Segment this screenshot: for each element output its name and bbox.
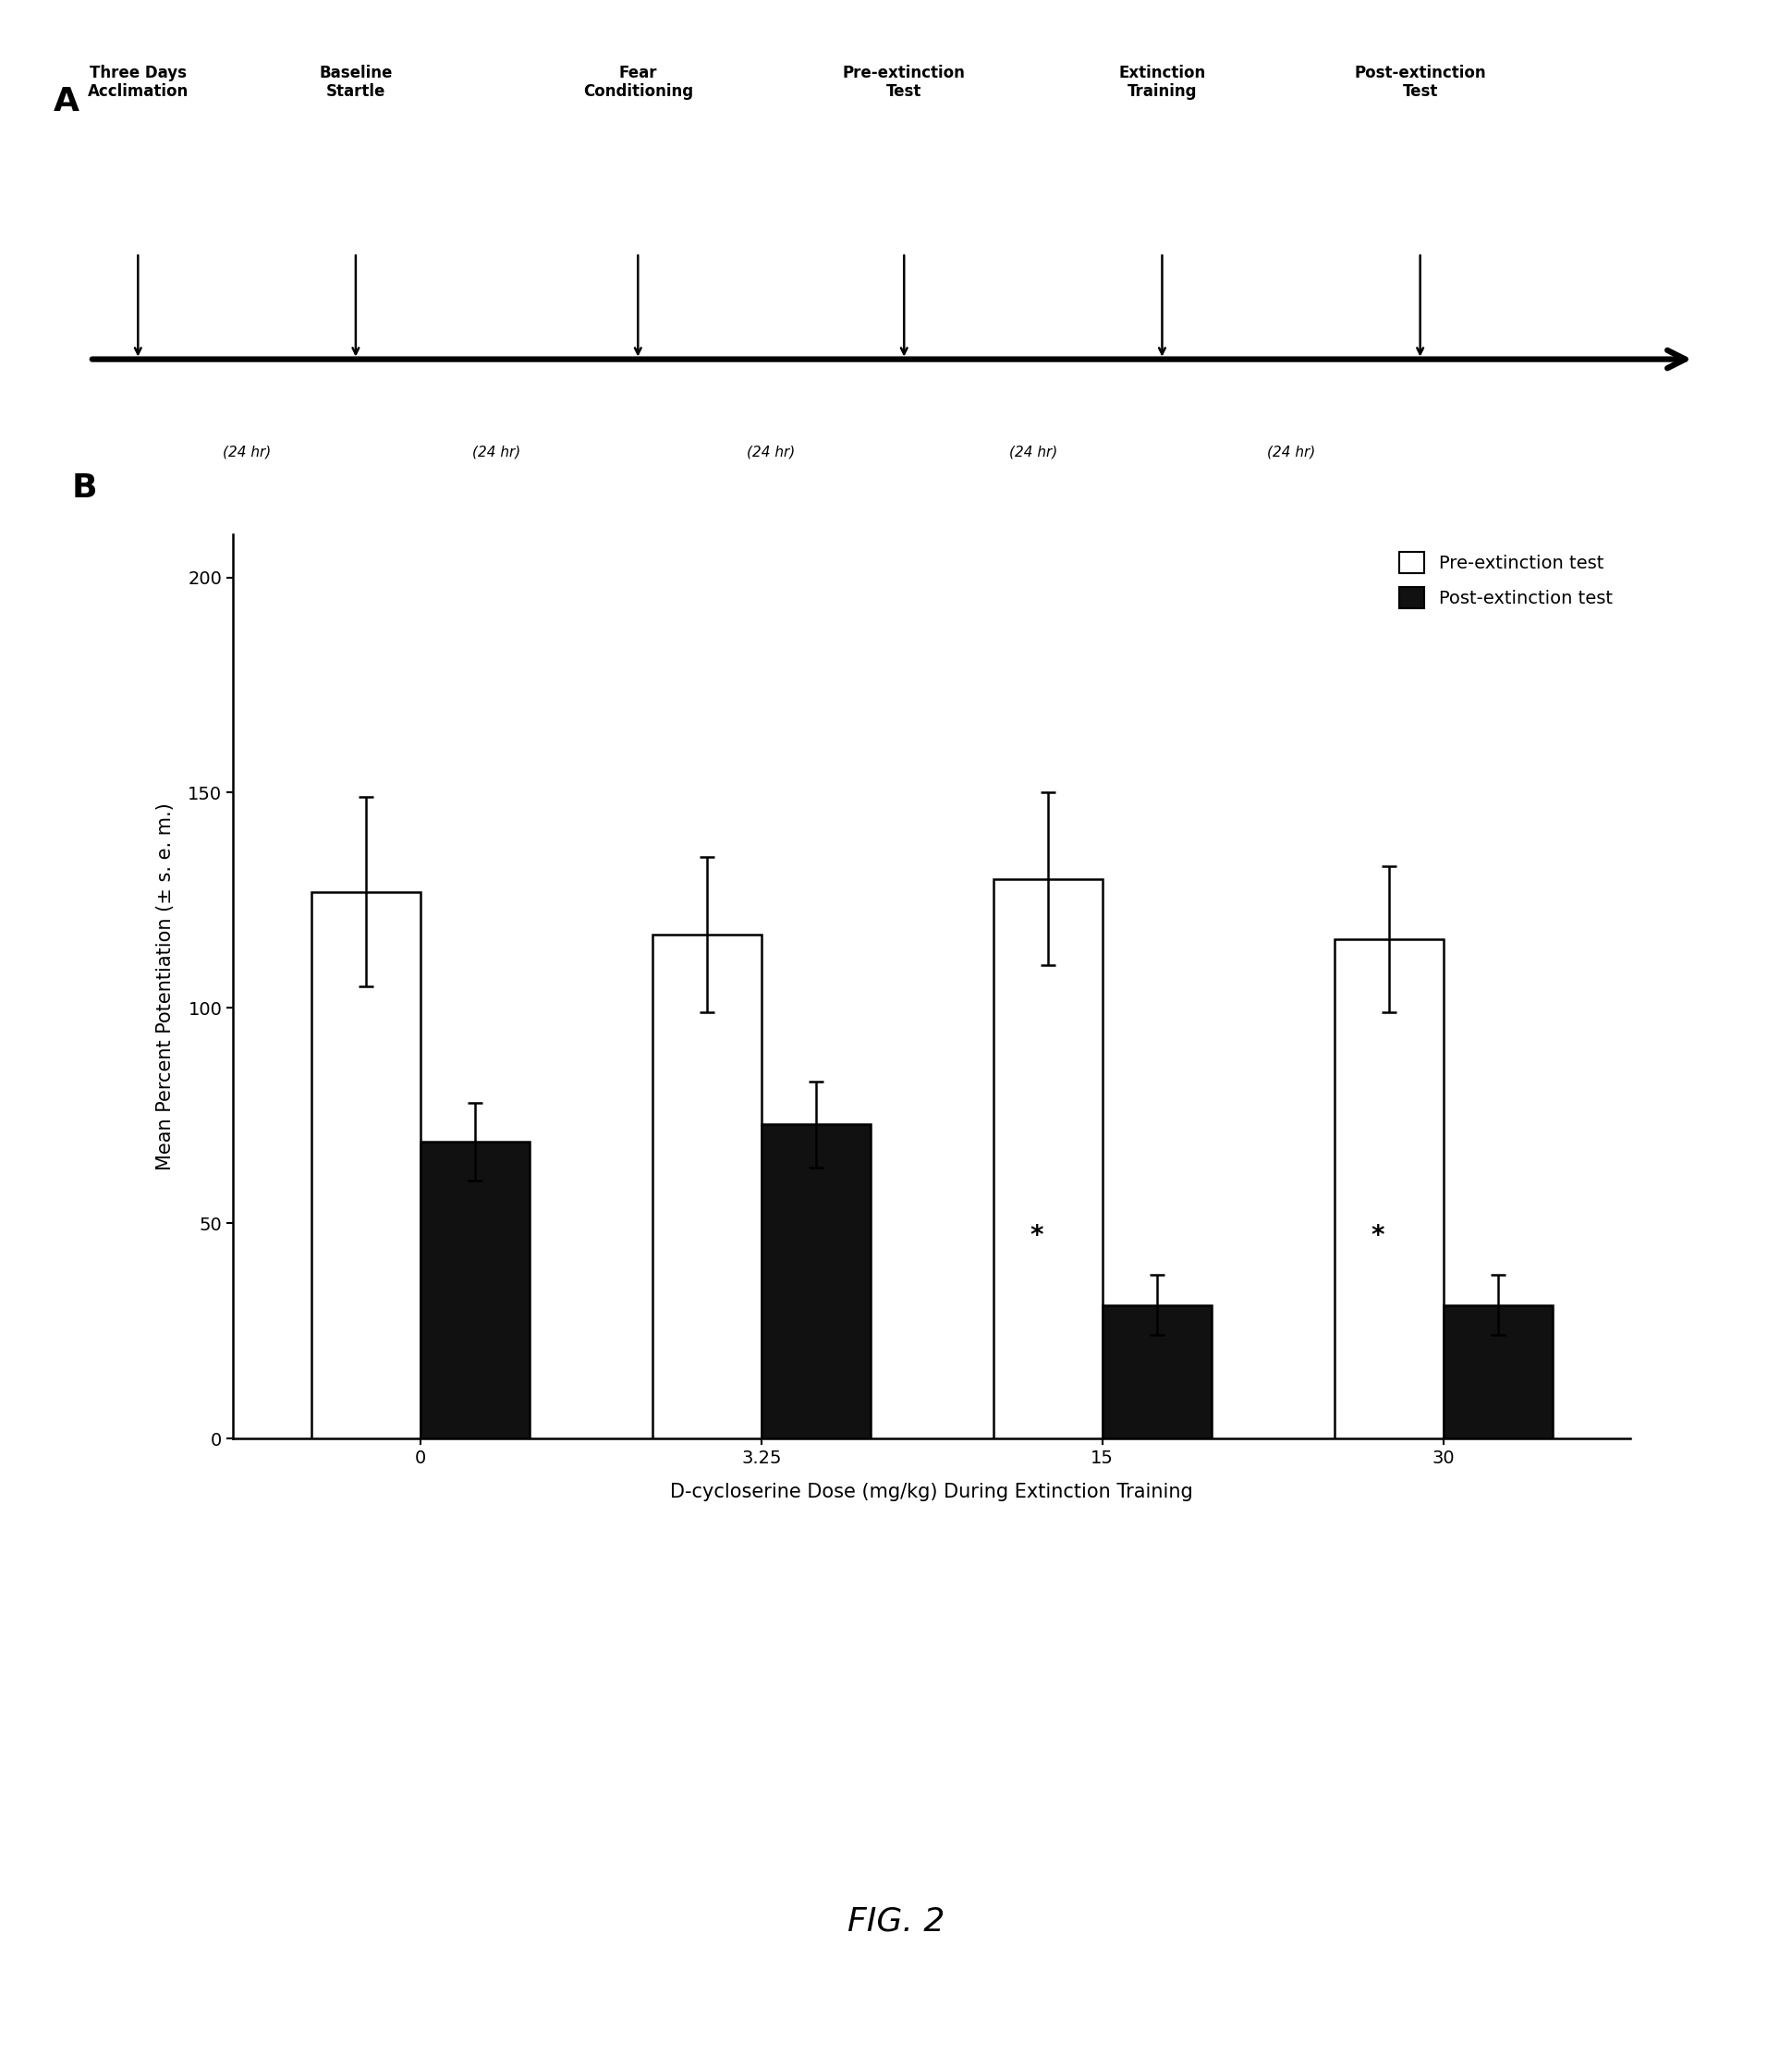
Text: (24 hr): (24 hr) xyxy=(473,446,521,460)
Text: (24 hr): (24 hr) xyxy=(1009,446,1057,460)
Text: (24 hr): (24 hr) xyxy=(1267,446,1315,460)
Text: A: A xyxy=(54,86,79,117)
Text: Post-extinction
Test: Post-extinction Test xyxy=(1355,64,1486,101)
Text: (24 hr): (24 hr) xyxy=(747,446,796,460)
Bar xyxy=(652,935,762,1438)
Text: Pre-extinction
Test: Pre-extinction Test xyxy=(842,64,966,101)
Bar xyxy=(1102,1305,1211,1438)
Text: Baseline
Startle: Baseline Startle xyxy=(319,64,392,101)
Bar xyxy=(421,1141,530,1438)
Text: FIG. 2: FIG. 2 xyxy=(848,1905,944,1938)
Text: *: * xyxy=(1030,1223,1043,1249)
Bar xyxy=(1443,1305,1552,1438)
Text: Fear
Conditioning: Fear Conditioning xyxy=(582,64,694,101)
Text: Three Days
Acclimation: Three Days Acclimation xyxy=(88,64,188,101)
Y-axis label: Mean Percent Potentiation (± s. e. m.): Mean Percent Potentiation (± s. e. m.) xyxy=(156,804,176,1169)
Text: *: * xyxy=(1371,1223,1385,1249)
Bar xyxy=(993,880,1102,1438)
Bar xyxy=(762,1124,871,1438)
Bar xyxy=(312,892,421,1438)
X-axis label: D-cycloserine Dose (mg/kg) During Extinction Training: D-cycloserine Dose (mg/kg) During Extinc… xyxy=(670,1482,1193,1500)
Text: Extinction
Training: Extinction Training xyxy=(1118,64,1206,101)
Legend: Pre-extinction test, Post-extinction test: Pre-extinction test, Post-extinction tes… xyxy=(1391,543,1622,616)
Text: (24 hr): (24 hr) xyxy=(222,446,271,460)
Bar xyxy=(1333,939,1443,1438)
Text: B: B xyxy=(72,473,97,503)
